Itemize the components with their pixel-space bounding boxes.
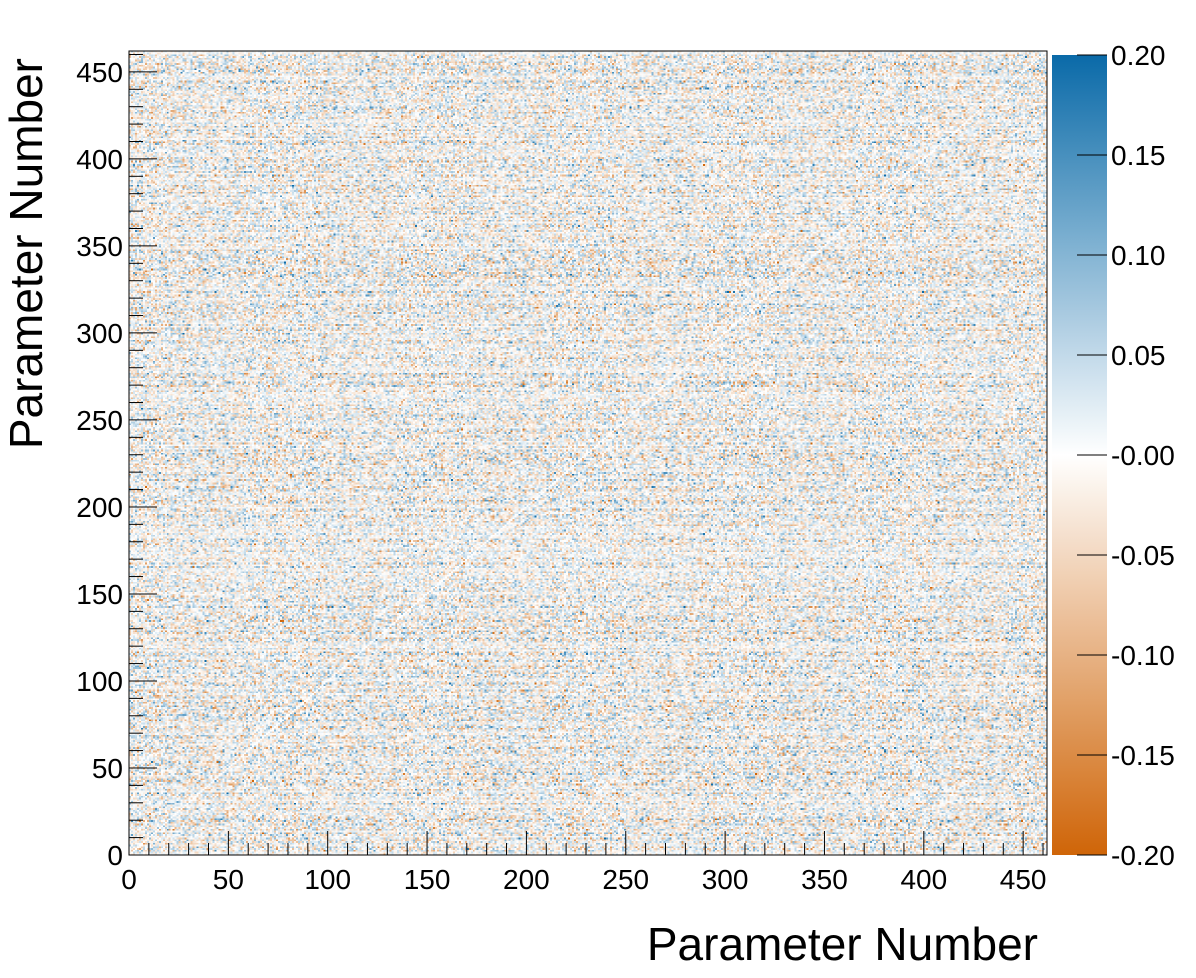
y-tick-label: 400	[76, 144, 123, 175]
plot-frame	[128, 50, 1048, 856]
colorbar-label: 0.15	[1111, 140, 1166, 171]
x-tick-label: 200	[503, 864, 550, 895]
x-tick-label: 300	[702, 864, 749, 895]
colorbar-label: 0.10	[1111, 240, 1166, 271]
heatmap-cells	[129, 51, 1047, 855]
y-axis-title: Parameter Number	[0, 58, 52, 449]
x-axis: 0 50 100 150 200 250 300 350 400 450	[121, 831, 1047, 895]
colorbar-label: -0.10	[1111, 640, 1175, 671]
y-axis: 0 50 100 150 200 250 300 350 400 450	[76, 53, 157, 871]
y-tick-label: 250	[76, 405, 123, 436]
y-tick-label: 300	[76, 318, 123, 349]
y-tick-label: 450	[76, 57, 123, 88]
x-tick-label: 400	[900, 864, 947, 895]
colorbar-label: -0.15	[1111, 740, 1175, 771]
x-tick-label: 100	[304, 864, 351, 895]
y-tick-label: 100	[76, 666, 123, 697]
colorbar-label: -0.20	[1111, 840, 1175, 871]
x-tick-label: 50	[213, 864, 244, 895]
colorbar-axis: 0.20 0.15 0.10 0.05 -0.00 -0.05 -0.10 -0.15 -0.2…	[1077, 40, 1175, 871]
colorbar-label: -0.05	[1111, 540, 1175, 571]
y-tick-label: 0	[107, 840, 123, 871]
x-tick-label: 250	[602, 864, 649, 895]
x-axis-title: Parameter Number	[647, 918, 1038, 970]
y-tick-label: 350	[76, 231, 123, 262]
colorbar-label: 0.05	[1111, 340, 1166, 371]
y-tick-label: 50	[92, 753, 123, 784]
y-tick-label: 200	[76, 492, 123, 523]
x-tick-label: 450	[1000, 864, 1047, 895]
x-tick-label: 150	[404, 864, 451, 895]
heatmap-image	[129, 51, 1047, 855]
y-tick-label: 150	[76, 579, 123, 610]
x-tick-label: 0	[121, 864, 137, 895]
colorbar-label: 0.20	[1111, 40, 1166, 71]
colorbar-label: -0.00	[1111, 440, 1175, 471]
x-tick-label: 350	[801, 864, 848, 895]
